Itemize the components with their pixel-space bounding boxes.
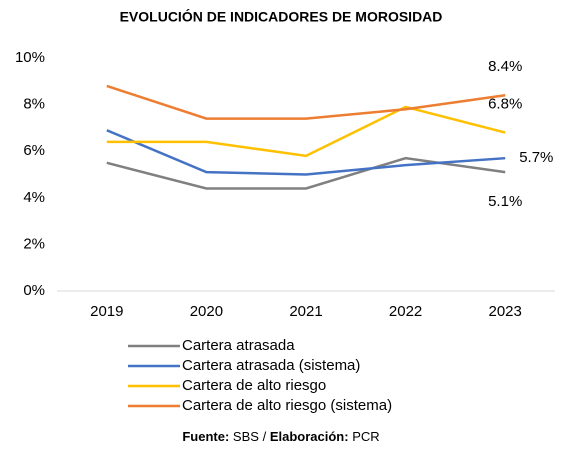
- x-tick-label: 2023: [489, 303, 522, 320]
- y-tick-label: 4%: [23, 189, 45, 206]
- y-tick-label: 0%: [23, 282, 45, 299]
- credit: PCR: [352, 429, 379, 444]
- x-tick-label: 2020: [190, 303, 223, 320]
- series-line: [106, 84, 506, 120]
- legend-label: Cartera atrasada: [182, 337, 295, 354]
- source-label: Fuente:: [182, 429, 229, 444]
- source-note: Fuente: SBS / Elaboración: PCR: [182, 429, 379, 444]
- data-label: 6.8%: [488, 96, 522, 113]
- y-tick-label: 6%: [23, 142, 45, 159]
- chart-title: EVOLUCIÓN DE INDICADORES DE MOROSIDAD: [120, 8, 443, 25]
- y-tick-label: 8%: [23, 96, 45, 113]
- credit-label: Elaboración:: [270, 429, 349, 444]
- y-tick-label: 10%: [15, 49, 45, 66]
- x-tick-label: 2022: [389, 303, 422, 320]
- legend-label: Cartera de alto riesgo (sistema): [182, 397, 392, 414]
- legend-label: Cartera atrasada (sistema): [182, 357, 360, 374]
- series-line: [106, 105, 506, 158]
- data-label: 5.7%: [519, 149, 553, 166]
- data-label: 5.1%: [488, 193, 522, 210]
- y-tick-label: 2%: [23, 235, 45, 252]
- source: SBS: [233, 429, 259, 444]
- x-tick-label: 2019: [90, 303, 123, 320]
- separator: /: [263, 429, 267, 444]
- legend-label: Cartera de alto riesgo: [182, 377, 326, 394]
- series-line: [106, 129, 506, 176]
- data-label: 8.4%: [488, 58, 522, 75]
- x-tick-label: 2021: [289, 303, 322, 320]
